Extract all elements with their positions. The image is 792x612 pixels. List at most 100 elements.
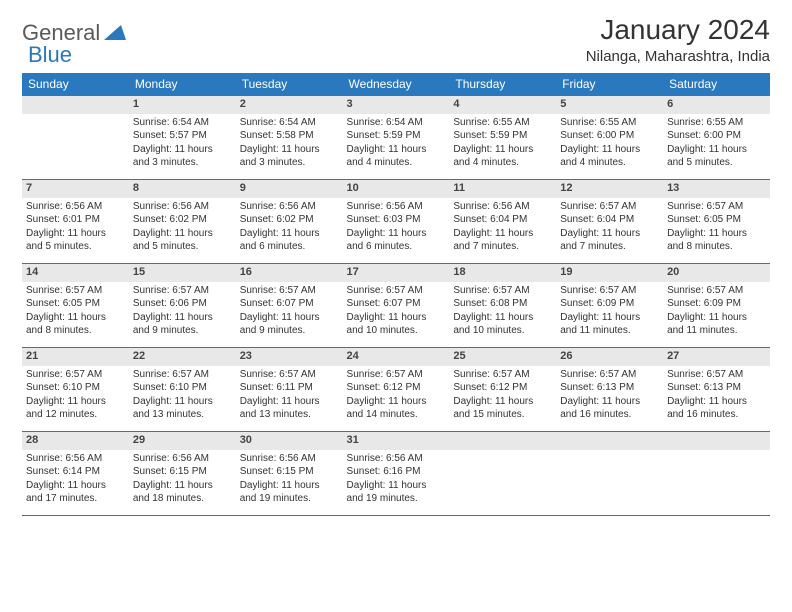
day-number-cell: 18 xyxy=(449,264,556,282)
day-number-cell: 8 xyxy=(129,180,236,198)
day-number-cell: 11 xyxy=(449,180,556,198)
sunset-line: Sunset: 6:04 PM xyxy=(453,213,552,227)
day-number-cell: 26 xyxy=(556,348,663,366)
day-number-cell: 17 xyxy=(343,264,450,282)
day-number-cell: 4 xyxy=(449,96,556,114)
daylight-line: Daylight: 11 hours and 17 minutes. xyxy=(26,479,125,506)
day-detail-cell: Sunrise: 6:56 AMSunset: 6:15 PMDaylight:… xyxy=(129,450,236,516)
daynum-row: 14151617181920 xyxy=(22,264,770,282)
day-number-cell: 15 xyxy=(129,264,236,282)
daynum-row: 123456 xyxy=(22,96,770,114)
daylight-line: Daylight: 11 hours and 12 minutes. xyxy=(26,395,125,422)
day-number-cell: 10 xyxy=(343,180,450,198)
sunset-line: Sunset: 5:59 PM xyxy=(453,129,552,143)
day-number-cell: 29 xyxy=(129,432,236,450)
daylight-line: Daylight: 11 hours and 5 minutes. xyxy=(26,227,125,254)
sunset-line: Sunset: 6:00 PM xyxy=(560,129,659,143)
daylight-line: Daylight: 11 hours and 9 minutes. xyxy=(133,311,232,338)
header: General January 2024 Nilanga, Maharashtr… xyxy=(22,14,770,65)
sunset-line: Sunset: 6:14 PM xyxy=(26,465,125,479)
day-number-cell xyxy=(449,432,556,450)
day-number-cell: 5 xyxy=(556,96,663,114)
sunrise-line: Sunrise: 6:57 AM xyxy=(560,200,659,214)
day-detail-cell: Sunrise: 6:57 AMSunset: 6:05 PMDaylight:… xyxy=(22,282,129,348)
sunset-line: Sunset: 5:57 PM xyxy=(133,129,232,143)
day-number-cell: 2 xyxy=(236,96,343,114)
day-detail-cell: Sunrise: 6:57 AMSunset: 6:08 PMDaylight:… xyxy=(449,282,556,348)
day-detail-cell: Sunrise: 6:57 AMSunset: 6:07 PMDaylight:… xyxy=(236,282,343,348)
daylight-line: Daylight: 11 hours and 6 minutes. xyxy=(240,227,339,254)
day-detail-cell: Sunrise: 6:54 AMSunset: 5:59 PMDaylight:… xyxy=(343,114,450,180)
day-number-cell: 24 xyxy=(343,348,450,366)
day-detail-cell: Sunrise: 6:56 AMSunset: 6:15 PMDaylight:… xyxy=(236,450,343,516)
daylight-line: Daylight: 11 hours and 19 minutes. xyxy=(347,479,446,506)
day-detail-cell: Sunrise: 6:57 AMSunset: 6:10 PMDaylight:… xyxy=(22,366,129,432)
daylight-line: Daylight: 11 hours and 16 minutes. xyxy=(560,395,659,422)
sunrise-line: Sunrise: 6:57 AM xyxy=(453,284,552,298)
sunrise-line: Sunrise: 6:54 AM xyxy=(240,116,339,130)
calendar-table: Sunday Monday Tuesday Wednesday Thursday… xyxy=(22,73,770,516)
day-detail-cell: Sunrise: 6:57 AMSunset: 6:13 PMDaylight:… xyxy=(663,366,770,432)
sunset-line: Sunset: 6:02 PM xyxy=(133,213,232,227)
daylight-line: Daylight: 11 hours and 10 minutes. xyxy=(453,311,552,338)
day-detail-cell: Sunrise: 6:57 AMSunset: 6:07 PMDaylight:… xyxy=(343,282,450,348)
day-detail-cell: Sunrise: 6:55 AMSunset: 6:00 PMDaylight:… xyxy=(663,114,770,180)
day-number-cell: 28 xyxy=(22,432,129,450)
daynum-row: 21222324252627 xyxy=(22,348,770,366)
day-detail-cell: Sunrise: 6:56 AMSunset: 6:02 PMDaylight:… xyxy=(129,198,236,264)
day-detail-cell: Sunrise: 6:56 AMSunset: 6:01 PMDaylight:… xyxy=(22,198,129,264)
sunrise-line: Sunrise: 6:57 AM xyxy=(560,368,659,382)
sunset-line: Sunset: 6:00 PM xyxy=(667,129,766,143)
day-detail-cell: Sunrise: 6:57 AMSunset: 6:05 PMDaylight:… xyxy=(663,198,770,264)
detail-row: Sunrise: 6:57 AMSunset: 6:10 PMDaylight:… xyxy=(22,366,770,432)
daylight-line: Daylight: 11 hours and 15 minutes. xyxy=(453,395,552,422)
day-number-cell: 7 xyxy=(22,180,129,198)
sunrise-line: Sunrise: 6:57 AM xyxy=(26,284,125,298)
sunrise-line: Sunrise: 6:57 AM xyxy=(560,284,659,298)
sunrise-line: Sunrise: 6:57 AM xyxy=(453,368,552,382)
sunset-line: Sunset: 6:02 PM xyxy=(240,213,339,227)
detail-row: Sunrise: 6:56 AMSunset: 6:01 PMDaylight:… xyxy=(22,198,770,264)
sunset-line: Sunset: 6:08 PM xyxy=(453,297,552,311)
day-detail-cell: Sunrise: 6:57 AMSunset: 6:13 PMDaylight:… xyxy=(556,366,663,432)
daylight-line: Daylight: 11 hours and 7 minutes. xyxy=(560,227,659,254)
weekday-header: Wednesday xyxy=(343,73,450,96)
sunrise-line: Sunrise: 6:56 AM xyxy=(133,200,232,214)
sunrise-line: Sunrise: 6:57 AM xyxy=(347,368,446,382)
sunset-line: Sunset: 6:10 PM xyxy=(133,381,232,395)
title-block: January 2024 Nilanga, Maharashtra, India xyxy=(586,14,770,65)
daylight-line: Daylight: 11 hours and 18 minutes. xyxy=(133,479,232,506)
sunset-line: Sunset: 5:58 PM xyxy=(240,129,339,143)
daylight-line: Daylight: 11 hours and 6 minutes. xyxy=(347,227,446,254)
daylight-line: Daylight: 11 hours and 13 minutes. xyxy=(133,395,232,422)
day-number-cell: 14 xyxy=(22,264,129,282)
sunrise-line: Sunrise: 6:55 AM xyxy=(453,116,552,130)
daylight-line: Daylight: 11 hours and 5 minutes. xyxy=(667,143,766,170)
weekday-header-row: Sunday Monday Tuesday Wednesday Thursday… xyxy=(22,73,770,96)
sunset-line: Sunset: 6:12 PM xyxy=(347,381,446,395)
daylight-line: Daylight: 11 hours and 8 minutes. xyxy=(667,227,766,254)
daylight-line: Daylight: 11 hours and 3 minutes. xyxy=(133,143,232,170)
sunset-line: Sunset: 6:03 PM xyxy=(347,213,446,227)
day-detail-cell xyxy=(556,450,663,516)
sunset-line: Sunset: 6:11 PM xyxy=(240,381,339,395)
day-number-cell: 22 xyxy=(129,348,236,366)
sunrise-line: Sunrise: 6:56 AM xyxy=(347,200,446,214)
sunrise-line: Sunrise: 6:55 AM xyxy=(560,116,659,130)
location-text: Nilanga, Maharashtra, India xyxy=(586,48,770,65)
sunset-line: Sunset: 6:13 PM xyxy=(560,381,659,395)
sunrise-line: Sunrise: 6:57 AM xyxy=(133,368,232,382)
day-detail-cell: Sunrise: 6:54 AMSunset: 5:58 PMDaylight:… xyxy=(236,114,343,180)
daylight-line: Daylight: 11 hours and 3 minutes. xyxy=(240,143,339,170)
day-detail-cell: Sunrise: 6:57 AMSunset: 6:10 PMDaylight:… xyxy=(129,366,236,432)
daylight-line: Daylight: 11 hours and 14 minutes. xyxy=(347,395,446,422)
sunset-line: Sunset: 6:01 PM xyxy=(26,213,125,227)
day-detail-cell: Sunrise: 6:57 AMSunset: 6:09 PMDaylight:… xyxy=(663,282,770,348)
sunset-line: Sunset: 6:07 PM xyxy=(347,297,446,311)
daylight-line: Daylight: 11 hours and 13 minutes. xyxy=(240,395,339,422)
day-detail-cell xyxy=(663,450,770,516)
weekday-header: Saturday xyxy=(663,73,770,96)
sunrise-line: Sunrise: 6:57 AM xyxy=(347,284,446,298)
weekday-header: Tuesday xyxy=(236,73,343,96)
day-detail-cell: Sunrise: 6:56 AMSunset: 6:02 PMDaylight:… xyxy=(236,198,343,264)
